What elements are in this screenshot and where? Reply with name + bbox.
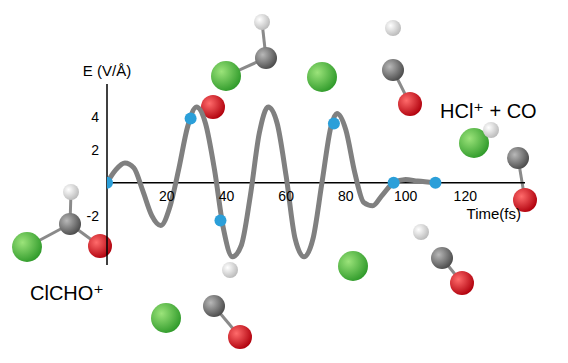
svg-text:2: 2: [91, 142, 99, 158]
svg-text:E (V/Å): E (V/Å): [83, 62, 131, 79]
svg-text:120: 120: [454, 188, 478, 204]
svg-text:ClCHO⁺: ClCHO⁺: [30, 282, 104, 304]
svg-text:100: 100: [394, 188, 418, 204]
svg-text:20: 20: [159, 188, 175, 204]
svg-text:Time(fs): Time(fs): [467, 205, 521, 222]
svg-text:4: 4: [91, 109, 99, 125]
svg-text:HCl⁺ + CO: HCl⁺ + CO: [440, 100, 537, 122]
svg-text:40: 40: [219, 188, 235, 204]
svg-text:80: 80: [338, 188, 354, 204]
svg-text:60: 60: [278, 188, 294, 204]
svg-text:-2: -2: [87, 208, 100, 224]
